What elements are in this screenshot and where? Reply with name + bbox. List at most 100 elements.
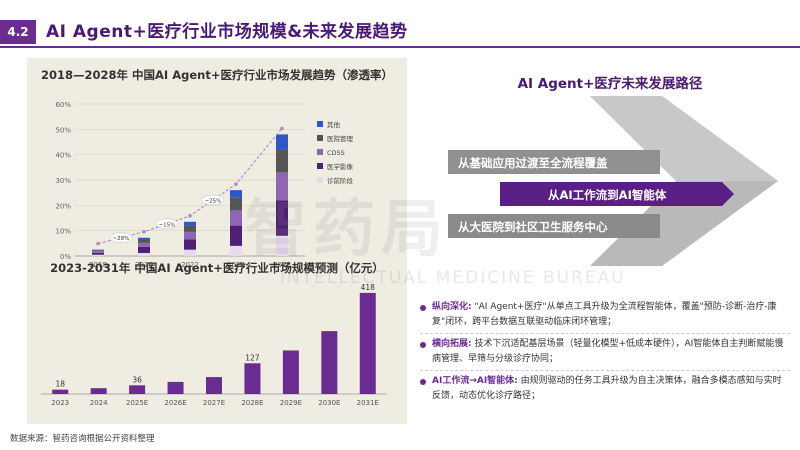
x-tick-label: 2023 bbox=[51, 399, 69, 407]
legend-label: 医院管理 bbox=[327, 134, 354, 143]
watermark-subtitle: INTELLECTUAL MEDICINE BUREAU bbox=[280, 268, 626, 288]
stacked-bar-segment bbox=[92, 254, 104, 256]
x-tick-label: 2031E bbox=[357, 399, 379, 407]
stacked-bar-segment bbox=[92, 250, 104, 252]
stacked-bar-segment bbox=[276, 172, 288, 201]
bar bbox=[282, 350, 299, 394]
growth-label: ~28% bbox=[113, 236, 130, 242]
stacked-bar-segment bbox=[230, 210, 242, 226]
legend-swatch bbox=[317, 135, 323, 141]
x-tick-label: 2024 bbox=[227, 261, 245, 269]
bullet-horizontal-expansion: 横向拓展: 技术下沉适配基层场景（轻量化模型+低成本硬件），AI智能体自主判断赋… bbox=[420, 337, 790, 371]
bullet-text: 技术下沉适配基层场景（轻量化模型+低成本硬件），AI智能体自主判断赋能慢病管理、… bbox=[432, 339, 784, 364]
roadmap-arrow-graphic bbox=[448, 96, 778, 266]
x-tick-label: 2022 bbox=[181, 261, 199, 269]
bar bbox=[359, 292, 376, 394]
trend-point bbox=[188, 214, 192, 218]
bullet-text: "AI Agent+医疗"从单点工具升级为全流程智能体，覆盖"预防-诊断-治疗-… bbox=[432, 302, 777, 327]
roadmap-step-1: 从基础应用过渡至全流程覆盖 bbox=[458, 156, 608, 170]
stacked-bar-segment bbox=[92, 251, 104, 253]
stacked-bar-segment bbox=[276, 149, 288, 173]
legend-swatch bbox=[317, 163, 323, 169]
legend-swatch bbox=[317, 149, 323, 155]
x-tick-label: 2026E bbox=[164, 399, 186, 407]
x-tick-label: 2028 bbox=[273, 261, 291, 269]
data-label: 127 bbox=[245, 353, 260, 362]
legend-label: 其他 bbox=[327, 120, 341, 129]
x-tick-label: 2030E bbox=[318, 399, 340, 407]
bullet-lead: 纵向深化: bbox=[432, 302, 472, 312]
bullet-lead: AI工作流→AI智能体: bbox=[432, 376, 518, 386]
growth-badge bbox=[155, 218, 179, 230]
bar bbox=[321, 331, 338, 394]
chart-panel: 2018—2028年 中国AI Agent+医疗行业市场发展趋势（渗透率） 0%… bbox=[27, 58, 407, 424]
stacked-bar-segment bbox=[92, 249, 104, 251]
trend-point bbox=[96, 241, 100, 246]
stacked-bar-segment bbox=[276, 235, 288, 256]
bar bbox=[244, 363, 261, 394]
bullet-vertical-deepening: 纵向深化: "AI Agent+医疗"从单点工具升级为全流程智能体，覆盖"预防-… bbox=[420, 300, 790, 334]
data-label: 418 bbox=[361, 283, 376, 292]
market-size-chart: 18 2023 2024 36 2025E 2026E 2027E 127 2028E 2029E… bbox=[41, 283, 387, 407]
y-tick-label: 20% bbox=[55, 202, 71, 210]
bar bbox=[206, 377, 222, 394]
stacked-bar-segment bbox=[230, 190, 242, 198]
x-tick-label: 2024 bbox=[90, 399, 108, 407]
page-title: AI Agent+医疗行业市场规模&未来发展趋势 bbox=[46, 22, 408, 42]
data-source-note: 数据来源：智药咨询根据公开资料整理 bbox=[10, 434, 155, 444]
y-tick-label: 40% bbox=[55, 152, 71, 160]
y-tick-label: 0% bbox=[60, 253, 71, 261]
growth-label: ~15% bbox=[159, 222, 176, 228]
penetration-chart: 0% 10% 20% 30% 40% 50% 60% 2018 2020 2022 2024 2028… bbox=[55, 101, 354, 269]
x-tick-label: 2025E bbox=[126, 399, 148, 407]
bullet-lead: 横向拓展: bbox=[432, 339, 472, 349]
data-label: 36 bbox=[132, 375, 142, 384]
stacked-bar-segment bbox=[184, 239, 196, 250]
stacked-bar-segment bbox=[184, 231, 196, 240]
stacked-bar-segment bbox=[230, 245, 242, 256]
bar bbox=[167, 381, 184, 394]
x-tick-label: 2029E bbox=[280, 399, 302, 407]
stacked-bar-segment bbox=[138, 239, 150, 243]
stacked-bar-segment bbox=[92, 252, 104, 255]
stacked-bar-segment bbox=[184, 225, 196, 232]
stacked-bar-segment bbox=[276, 134, 288, 150]
bullet-dot-icon bbox=[420, 342, 426, 348]
trend-point bbox=[280, 126, 284, 131]
stacked-bar-segment bbox=[138, 246, 150, 253]
header-divider bbox=[0, 46, 800, 48]
trend-point bbox=[142, 229, 146, 234]
roadmap-step-bar-2 bbox=[500, 182, 722, 206]
roadmap-title: AI Agent+医疗未来发展路径 bbox=[517, 76, 703, 92]
bar bbox=[90, 388, 107, 394]
bullet-dot-icon bbox=[420, 379, 426, 385]
bullet-text: 由规则驱动的任务工具升级为自主决策体，融合多模态感知与实时反馈，动态优化诊疗路径… bbox=[432, 376, 782, 401]
bar bbox=[52, 389, 69, 394]
legend-swatch bbox=[317, 177, 323, 183]
stacked-bar-segment bbox=[184, 221, 196, 226]
growth-badge bbox=[109, 232, 133, 243]
bar bbox=[129, 385, 146, 394]
legend-swatch bbox=[317, 121, 323, 127]
legend-label: 医学影像 bbox=[327, 162, 354, 171]
roadmap-step-bar-3 bbox=[448, 214, 660, 238]
stacked-bar-segment bbox=[276, 200, 288, 236]
stacked-bar-segment bbox=[230, 197, 242, 211]
section-tag: 4.2 bbox=[0, 20, 36, 44]
roadmap-step-bar-1 bbox=[448, 150, 660, 174]
growth-label: ~25% bbox=[205, 198, 222, 204]
stacked-bar-segment bbox=[138, 252, 150, 256]
chart2-title: 2023-2031年 中国AI Agent+医疗行业市场规模预测（亿元） bbox=[50, 261, 384, 275]
bullet-workflow-to-agent: AI工作流→AI智能体: 由规则驱动的任务工具升级为自主决策体，融合多模态感知与… bbox=[420, 374, 790, 407]
y-tick-label: 30% bbox=[55, 177, 71, 185]
x-tick-label: 2020 bbox=[135, 261, 153, 269]
x-tick-label: 2027E bbox=[203, 399, 225, 407]
x-tick-label: 2028E bbox=[241, 399, 263, 407]
roadmap-step-3: 从大医院到社区卫生服务中心 bbox=[458, 220, 608, 234]
legend-label: 诊前阶段 bbox=[327, 176, 354, 185]
y-tick-label: 50% bbox=[55, 126, 71, 134]
stacked-bar-segment bbox=[138, 237, 150, 240]
watermark-logo-text: 智药局 bbox=[245, 192, 450, 265]
growth-badge bbox=[201, 194, 225, 206]
stacked-bar-segment bbox=[184, 249, 196, 256]
